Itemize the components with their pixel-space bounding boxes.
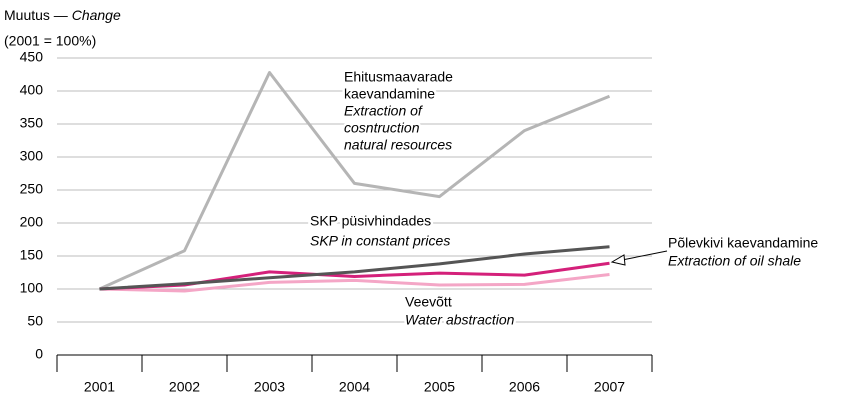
chart-title: Muutus — Change bbox=[4, 7, 121, 23]
x-tick-label: 2002 bbox=[169, 379, 200, 395]
series-label-en: SKP in constant prices bbox=[310, 233, 450, 249]
series-label: Ehitusmaavarade bbox=[344, 69, 453, 85]
y-tick-label: 450 bbox=[20, 49, 44, 65]
series-label-en: Water abstraction bbox=[405, 312, 515, 328]
series-line bbox=[98, 71, 611, 291]
x-tick-label: 2004 bbox=[339, 379, 370, 395]
y-tick-label: 0 bbox=[35, 346, 43, 362]
leader-arrow bbox=[610, 254, 626, 266]
series-label: Veevõtt bbox=[405, 294, 452, 310]
x-tick-label: 2003 bbox=[254, 379, 285, 395]
y-tick-label: 100 bbox=[20, 280, 44, 296]
series-label-en: Extraction of bbox=[344, 103, 424, 119]
series-line bbox=[99, 272, 610, 293]
y-tick-label: 300 bbox=[20, 148, 44, 164]
y-tick-label: 200 bbox=[20, 214, 44, 230]
series-line bbox=[99, 245, 610, 291]
x-tick-label: 2001 bbox=[84, 379, 115, 395]
x-tick-label: 2006 bbox=[509, 379, 540, 395]
y-tick-label: 350 bbox=[20, 115, 44, 131]
y-tick-label: 250 bbox=[20, 181, 44, 197]
series-label: kaevandamine bbox=[344, 86, 435, 102]
x-tick-label: 2005 bbox=[424, 379, 455, 395]
chart-subtitle: (2001 = 100%) bbox=[4, 33, 96, 49]
series-label-en: Extraction of oil shale bbox=[668, 253, 801, 269]
x-tick-label: 2007 bbox=[594, 379, 625, 395]
series-label-en: cosntruction bbox=[344, 120, 420, 136]
series-label: Põlevkivi kaevandamine bbox=[668, 235, 818, 251]
series-label-en: natural resources bbox=[344, 137, 452, 153]
y-tick-label: 50 bbox=[27, 313, 43, 329]
y-tick-label: 400 bbox=[20, 82, 44, 98]
leader-line bbox=[621, 250, 668, 261]
y-tick-label: 150 bbox=[20, 247, 44, 263]
series-label: SKP püsivhindades bbox=[310, 213, 431, 229]
